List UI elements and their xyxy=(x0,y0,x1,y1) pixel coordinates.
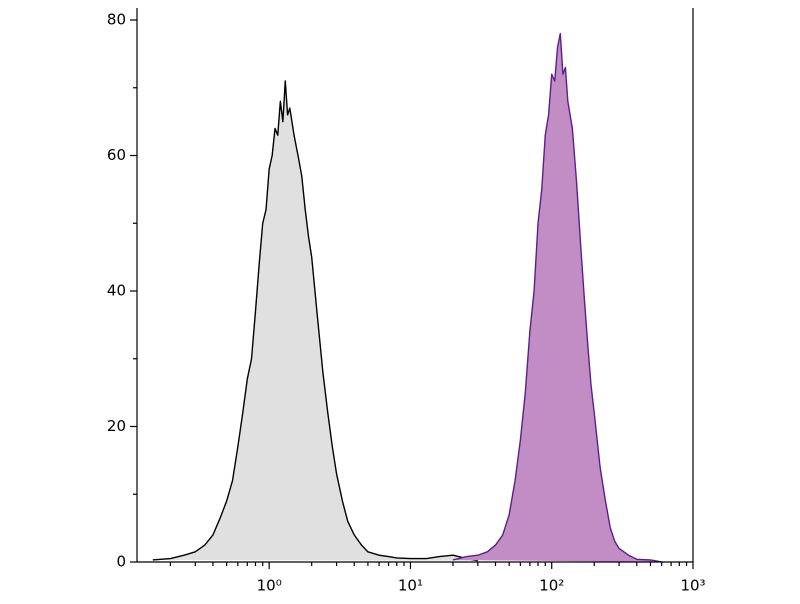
histogram-area xyxy=(152,80,478,562)
y-tick-label: 40 xyxy=(107,282,126,300)
y-tick-label: 60 xyxy=(107,146,126,164)
x-tick-label: 10² xyxy=(539,577,564,595)
x-tick-label: 10³ xyxy=(680,577,705,595)
histogram-area xyxy=(452,32,662,563)
x-tick-label: 10⁰ xyxy=(257,577,282,595)
y-tick-label: 80 xyxy=(107,11,126,29)
y-tick-label: 0 xyxy=(116,553,126,571)
y-tick-label: 20 xyxy=(107,417,126,435)
x-tick-label: 10¹ xyxy=(398,577,423,595)
